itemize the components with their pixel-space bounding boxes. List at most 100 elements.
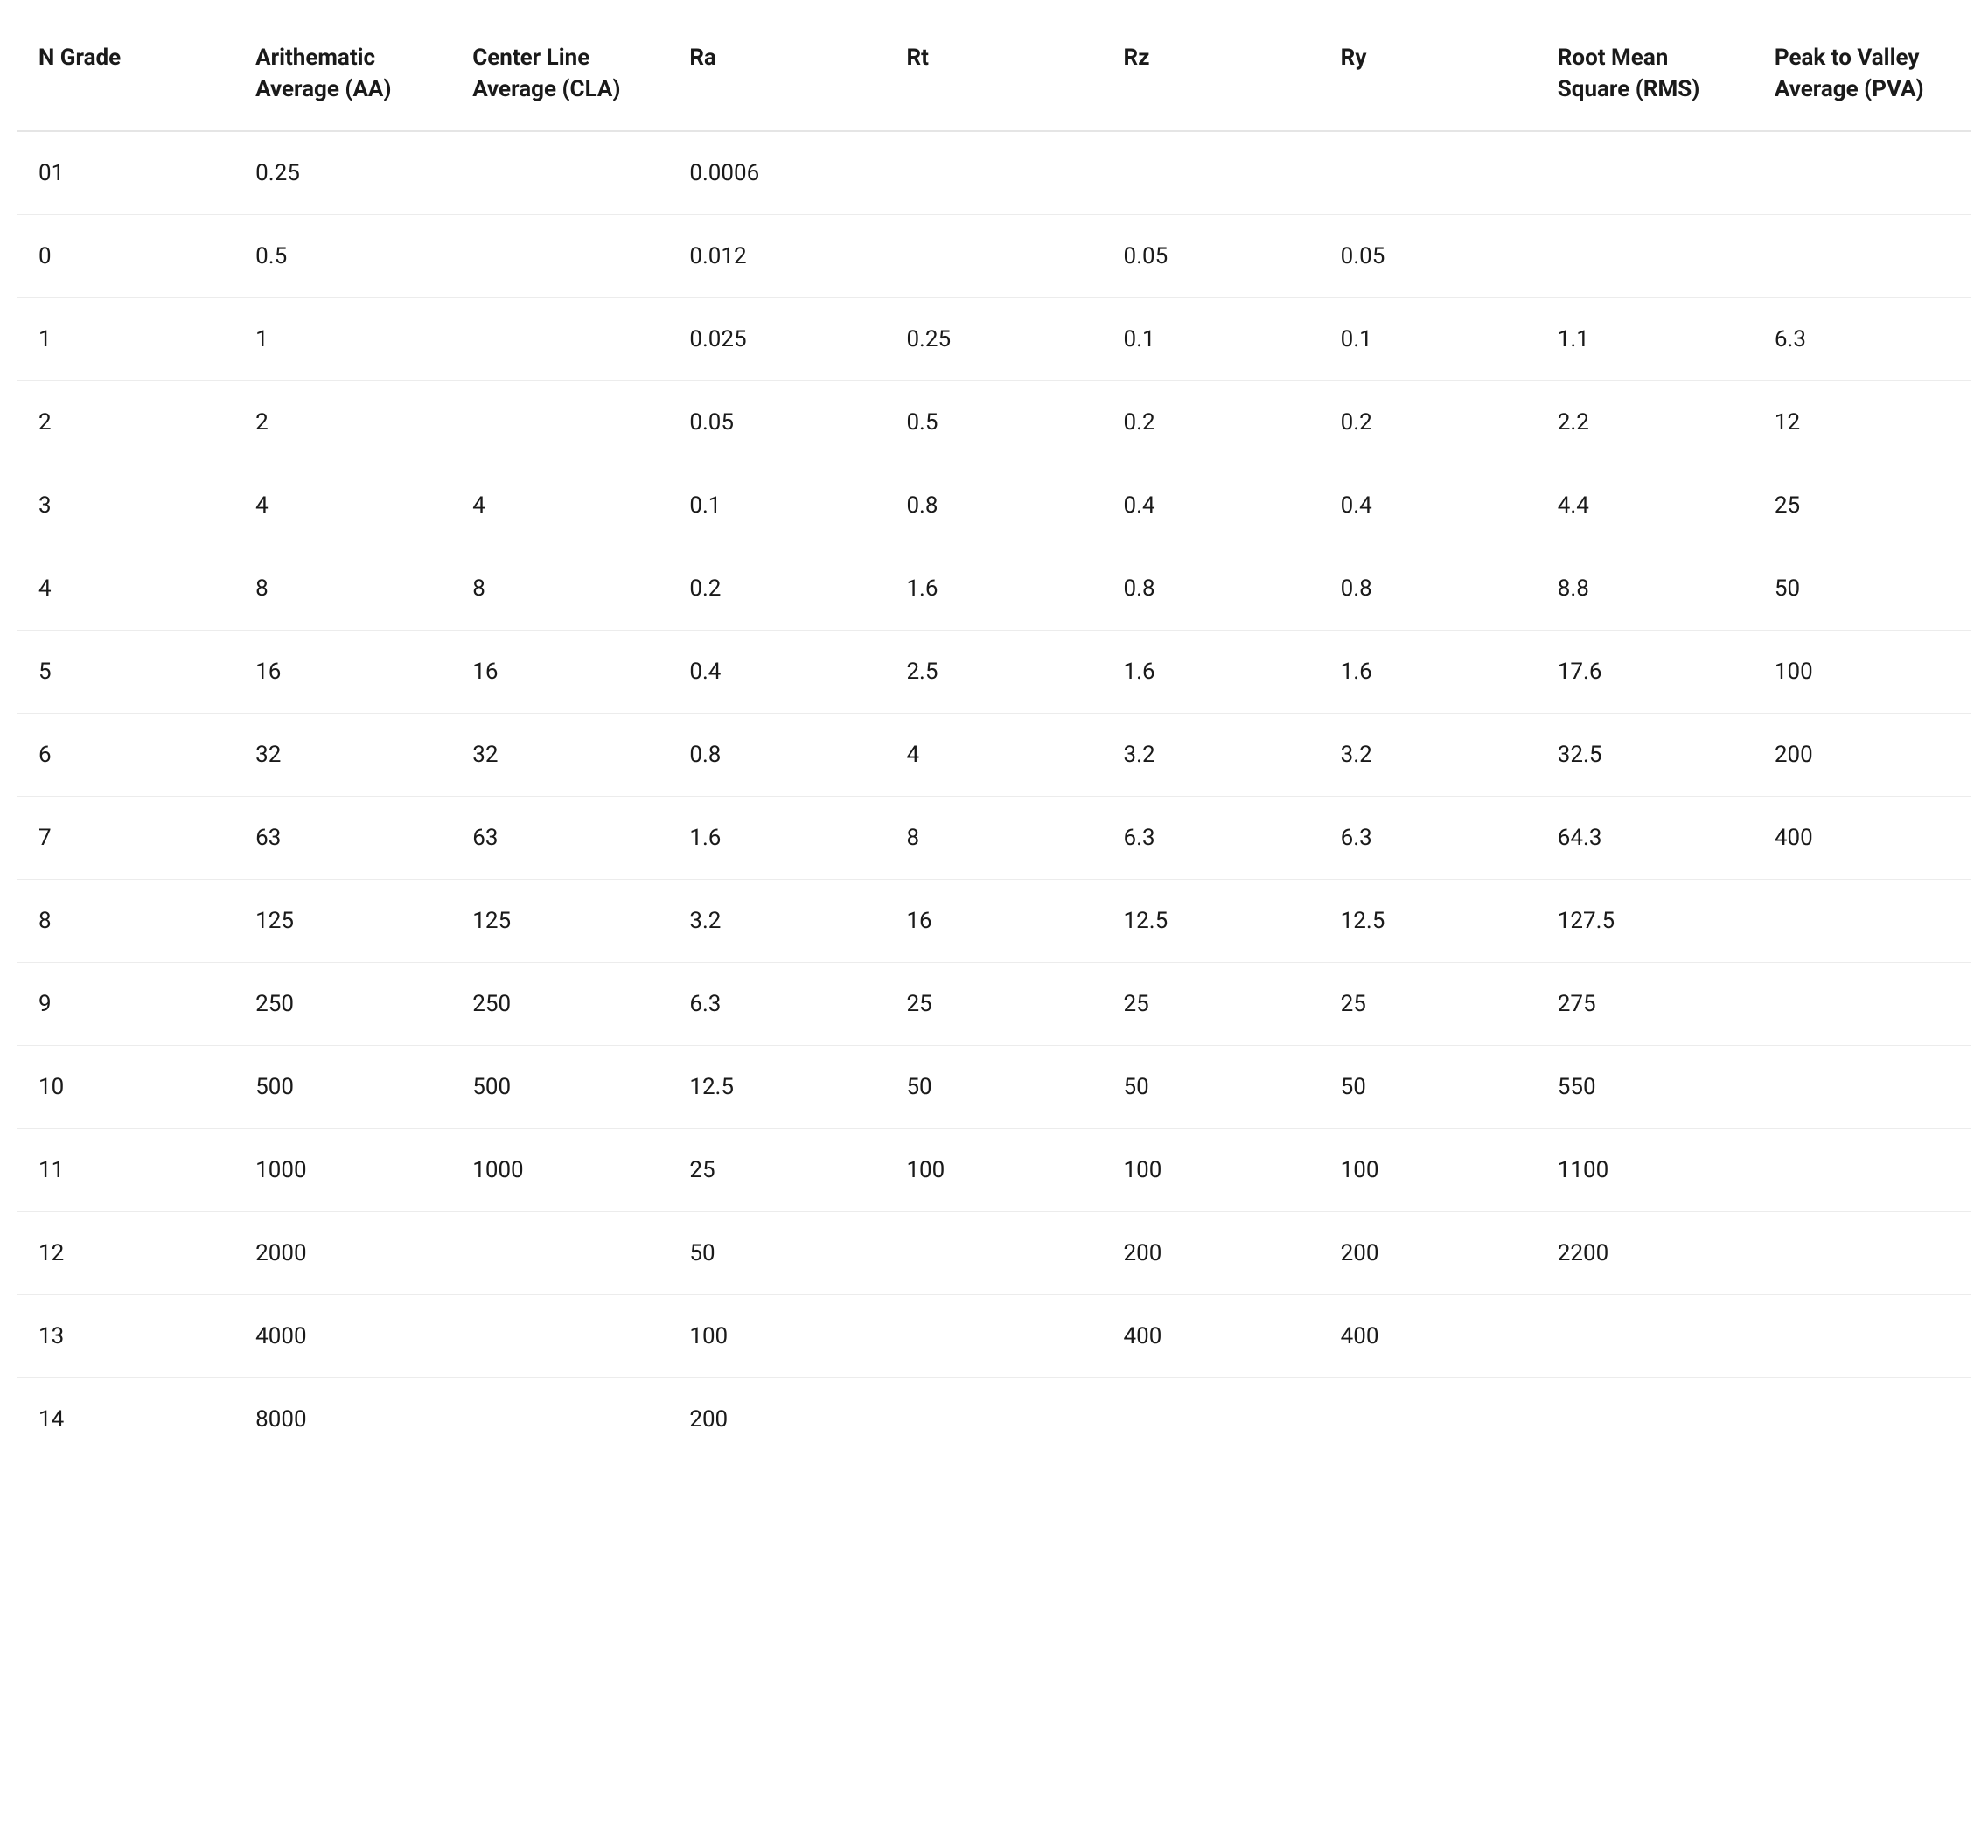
table-cell: 25 [885, 962, 1102, 1045]
table-cell: 25 [1754, 464, 1971, 547]
table-cell: 13 [17, 1294, 234, 1377]
table-cell: 2.2 [1537, 380, 1754, 464]
table-row: 516160.42.51.61.617.6100 [17, 630, 1971, 713]
table-cell: 0.012 [668, 214, 885, 297]
table-cell: 1.1 [1537, 297, 1754, 380]
table-row: 92502506.3252525275 [17, 962, 1971, 1045]
table-row: 010.250.0006 [17, 131, 1971, 215]
table-cell [1754, 962, 1971, 1045]
table-cell: 200 [668, 1377, 885, 1461]
table-row: 220.050.50.20.22.212 [17, 380, 1971, 464]
table-cell: 8 [451, 547, 668, 630]
table-cell: 64.3 [1537, 796, 1754, 879]
table-cell: 63 [451, 796, 668, 879]
table-row: 763631.686.36.364.3400 [17, 796, 1971, 879]
table-cell [885, 214, 1102, 297]
table-cell: 6.3 [1320, 796, 1537, 879]
col-header-cla: Center Line Average (CLA) [451, 17, 668, 131]
table-cell: 12 [17, 1211, 234, 1294]
table-cell [1537, 214, 1754, 297]
table-cell: 9 [17, 962, 234, 1045]
table-cell: 0.05 [1320, 214, 1537, 297]
table-cell [451, 214, 668, 297]
table-cell [451, 1294, 668, 1377]
table-cell: 32.5 [1537, 713, 1754, 796]
table-cell: 8000 [234, 1377, 451, 1461]
table-cell: 0.05 [668, 380, 885, 464]
table-cell: 3.2 [1320, 713, 1537, 796]
table-cell: 7 [17, 796, 234, 879]
table-cell: 0.025 [668, 297, 885, 380]
table-cell: 2 [17, 380, 234, 464]
table-cell: 16 [885, 879, 1102, 962]
table-cell: 50 [1320, 1045, 1537, 1128]
table-cell: 63 [234, 796, 451, 879]
table-cell: 1000 [451, 1128, 668, 1211]
table-cell: 1.6 [1103, 630, 1320, 713]
table-cell [1320, 131, 1537, 215]
table-cell: 125 [234, 879, 451, 962]
table-cell: 0.4 [1103, 464, 1320, 547]
table-cell: 32 [451, 713, 668, 796]
table-cell: 4 [234, 464, 451, 547]
table-header: N Grade Arithematic Average (AA) Center … [17, 17, 1971, 131]
table-cell: 16 [451, 630, 668, 713]
table-cell: 0.1 [1103, 297, 1320, 380]
table-cell [1754, 1128, 1971, 1211]
table-cell: 50 [1103, 1045, 1320, 1128]
table-cell: 14 [17, 1377, 234, 1461]
col-header-pva: Peak to Valley Average (PVA) [1754, 17, 1971, 131]
table-cell [1537, 1377, 1754, 1461]
col-header-ry: Ry [1320, 17, 1537, 131]
table-cell: 32 [234, 713, 451, 796]
col-header-ra: Ra [668, 17, 885, 131]
table-cell: 25 [1320, 962, 1537, 1045]
table-cell: 250 [451, 962, 668, 1045]
col-header-rt: Rt [885, 17, 1102, 131]
table-cell: 3.2 [1103, 713, 1320, 796]
table-row: 148000 200 [17, 1377, 1971, 1461]
table-cell: 0.8 [1320, 547, 1537, 630]
table-cell: 0.8 [668, 713, 885, 796]
table-row: 122000502002002200 [17, 1211, 1971, 1294]
table-cell [1320, 1377, 1537, 1461]
table-row: 81251253.21612.512.5127.5 [17, 879, 1971, 962]
roughness-grade-table: N Grade Arithematic Average (AA) Center … [17, 17, 1971, 1461]
table-cell [451, 1377, 668, 1461]
table-cell: 1 [17, 297, 234, 380]
table-cell: 4 [885, 713, 1102, 796]
table-cell: 1 [234, 297, 451, 380]
table-cell: 25 [668, 1128, 885, 1211]
table-cell: 4.4 [1537, 464, 1754, 547]
table-cell: 3 [17, 464, 234, 547]
table-cell: 6.3 [1103, 796, 1320, 879]
table-cell: 550 [1537, 1045, 1754, 1128]
table-cell: 0.8 [885, 464, 1102, 547]
table-cell: 1000 [234, 1128, 451, 1211]
table-cell [1754, 131, 1971, 215]
table-cell: 1100 [1537, 1128, 1754, 1211]
table-cell: 11 [17, 1128, 234, 1211]
table-cell: 6.3 [1754, 297, 1971, 380]
table-cell: 12.5 [1320, 879, 1537, 962]
table-cell: 2.5 [885, 630, 1102, 713]
table-cell: 0.05 [1103, 214, 1320, 297]
table-cell: 4 [451, 464, 668, 547]
table-cell: 275 [1537, 962, 1754, 1045]
table-row: 4880.21.60.80.88.850 [17, 547, 1971, 630]
table-cell: 200 [1754, 713, 1971, 796]
table-cell: 6.3 [668, 962, 885, 1045]
table-cell: 200 [1103, 1211, 1320, 1294]
table-cell: 16 [234, 630, 451, 713]
table-cell: 250 [234, 962, 451, 1045]
table-cell: 200 [1320, 1211, 1537, 1294]
table-header-row: N Grade Arithematic Average (AA) Center … [17, 17, 1971, 131]
table-cell [885, 1211, 1102, 1294]
table-cell [885, 1294, 1102, 1377]
table-cell: 12 [1754, 380, 1971, 464]
table-cell: 0.2 [1103, 380, 1320, 464]
table-cell: 4000 [234, 1294, 451, 1377]
table-cell: 3.2 [668, 879, 885, 962]
table-cell: 0.2 [1320, 380, 1537, 464]
table-cell [1537, 131, 1754, 215]
